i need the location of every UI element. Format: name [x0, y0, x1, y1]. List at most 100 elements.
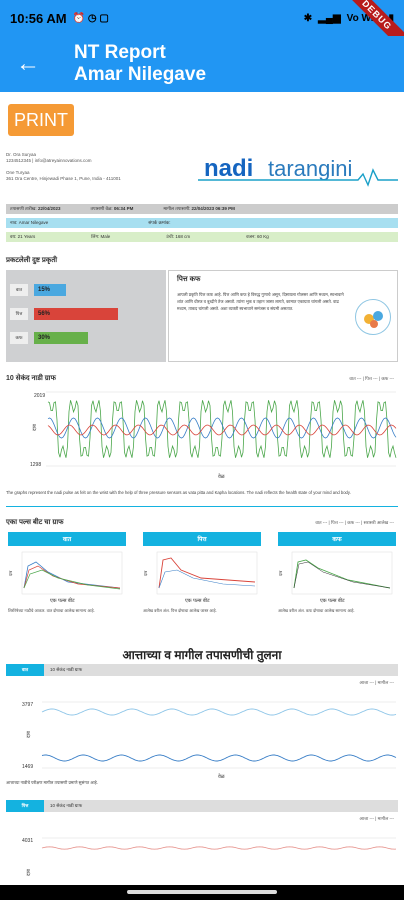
battery-icon: ▮	[388, 12, 394, 24]
print-button[interactable]: PRINT	[8, 104, 74, 136]
nav-bar	[0, 885, 404, 900]
wave10-ymax: 2019	[34, 393, 45, 399]
wave10-ymin: 1298	[30, 462, 41, 468]
doctor-name: Dr. Ora Suryaa	[6, 152, 37, 157]
time-label: तपासणी वेळ:	[90, 206, 113, 211]
compare-vata-current-line	[41, 708, 397, 716]
report-content[interactable]: PRINT Dr. Ora Suryaa 1234512345 | info@a…	[0, 92, 404, 885]
beat-panel-kapha-chart: दाब एक पल्स बीट	[278, 551, 393, 604]
appbar-title: NT Report Amar Nilegave	[56, 42, 206, 86]
beat-panel-vata-chart: दाब एक पल्स बीट	[8, 551, 123, 604]
compare-ylabel-1: दाब	[26, 731, 32, 738]
wave10-title: 10 सेकंद नाडी ग्राफ	[6, 375, 56, 382]
kapha-bar: 30%	[34, 332, 88, 344]
compare-ymax-1: 3797	[22, 702, 33, 708]
status-bar: 10:56 AM ⏰ ◷ ▢ ✱ ▂▄▆ Vo WiFi ▮ DEBUG	[0, 0, 404, 59]
beat-vata-text: शिरोरेषेच्या नाडीचे आकार. वात दोषाचा आले…	[8, 608, 95, 613]
prev-label: मागील तपासणी:	[163, 206, 191, 211]
age-label: वय:	[10, 234, 17, 239]
patient-vitals-row: वय: 21 Years लिंग: Male उंची: 168 cm वजन…	[6, 232, 398, 242]
date-value: 22/04/2023	[37, 206, 61, 211]
weight-label: वजन:	[246, 234, 256, 239]
logo-nadi-text: nadi	[204, 155, 253, 182]
kapha-label: कफ	[10, 332, 28, 344]
beat-panel-vata-head: वात	[8, 532, 126, 546]
home-gesture-pill[interactable]	[127, 890, 277, 894]
wave10-legend: वात --- | पित्त --- | कफ ---	[349, 376, 394, 381]
pitta-label: पित्त	[10, 308, 28, 320]
gender-value: Male	[100, 234, 111, 239]
clinic-address: 361 Ora Centre, Hinjewadi Phase 1, Pune,…	[6, 176, 121, 181]
compare-vata-chart: 3797 1469 दाब वेळ	[22, 701, 397, 780]
beat-kapha-xlabel: एक पल्स बीट	[320, 597, 345, 604]
patient-name-title: Amar Nilegave	[74, 64, 207, 85]
compare-tabbar-vata: वात 10 सेकंद नाडी ग्राफ	[6, 664, 398, 676]
wave10-kapha-line	[47, 400, 397, 458]
volte-label: Vo WiFi	[346, 12, 383, 24]
prakruti-row-pitta: पित्त 56%	[10, 308, 118, 320]
compare-ymax-2: 4031	[22, 838, 33, 844]
prakruti-title: प्रकटलेली दुष्ट प्रकृती	[6, 257, 58, 264]
dosha-emblem-icon	[355, 299, 391, 335]
compare-vata-previous-line	[41, 754, 397, 762]
wave10-chart: 2019 1298 दाब वेळ	[30, 391, 397, 480]
compare-note-1: आत्ताच्या नाडीचे परीक्षण मागील तपासणी प्…	[6, 780, 98, 785]
beat-kapha-text: आलेख वरील अंश. कफ दोषाचा आलेख सामान्य आह…	[278, 608, 355, 613]
compare-pitta-current-line	[41, 846, 397, 850]
beat-panel-kapha-head: कफ	[278, 532, 396, 546]
prev-value: 22/04/2023 06:39 PM	[191, 206, 235, 211]
svg-text:दाब: दाब	[8, 570, 13, 576]
status-right: ✱ ▂▄▆ Vo WiFi ▮	[304, 13, 394, 24]
patient-name-row: नाव: Amar Nilegave संपर्क क्रमांक:	[6, 218, 398, 228]
doctor-info: Dr. Ora Suryaa 1234512345 | info@atreyai…	[6, 152, 196, 182]
compare-sub-vata: 10 सेकंद नाडी ग्राफ	[50, 667, 83, 672]
height-value: 168 cm	[175, 234, 191, 239]
gender-label: लिंग:	[91, 234, 100, 239]
prakruti-section: वात 15% पित्त 56% कफ 30% पित्त कफ आपली प…	[6, 270, 398, 362]
beat-pitta-xlabel: एक पल्स बीट	[185, 597, 210, 604]
wave10-note: The graphs represent the nadi pulse as f…	[6, 490, 351, 495]
prakruti-bars: वात 15% पित्त 56% कफ 30%	[6, 270, 166, 362]
name-value: Amar Nilegave	[18, 220, 49, 225]
compare-pitta-chart: 4031 दाब	[22, 837, 397, 876]
age-value: 21 Years	[17, 234, 36, 239]
notification-icons: ⏰ ◷ ▢	[72, 12, 109, 24]
name-label: नाव:	[10, 220, 18, 225]
back-arrow-icon[interactable]: ←	[16, 50, 40, 77]
prakruti-row-kapha: कफ 30%	[10, 332, 88, 344]
clinic-name: One Turyaa	[6, 170, 30, 175]
logo-tarangini-text: tarangini	[268, 156, 352, 181]
report-title: NT Report	[74, 42, 166, 63]
pitta-bar: 56%	[34, 308, 118, 320]
bluetooth-icon: ✱	[303, 12, 313, 24]
prakruti-row-vata: वात 15%	[10, 284, 66, 296]
beat-panel-pitta-head: पित्त	[143, 532, 261, 546]
beat-vata-xlabel: एक पल्स बीट	[50, 597, 75, 604]
wave10-ylabel: दाब	[32, 424, 38, 431]
phone-label: संपर्क क्रमांक:	[148, 220, 171, 225]
compare-xlabel-1: वेळ	[218, 773, 225, 780]
status-time: 10:56 AM	[10, 10, 67, 26]
compare-tab-vata: वात	[6, 664, 44, 676]
signal-icon: ▂▄▆	[318, 12, 341, 24]
compare-legend-2: आत्ता --- | मागील ---	[359, 816, 394, 821]
compare-tab-pitta: पित्त	[6, 800, 44, 812]
beat-legend: वात --- | पित्त --- | कफ --- | सरासरी आल…	[315, 520, 394, 525]
compare-ylabel-2: दाब	[26, 869, 32, 876]
vata-label: वात	[10, 284, 28, 296]
prakruti-description: पित्त कफ आपली प्रकृति पित्त कफ आहे. पित्…	[168, 270, 398, 362]
time-value: 06:34 PM	[113, 206, 134, 211]
compare-title: आत्ताच्या व मागील तपासणीची तुलना	[122, 648, 282, 662]
divider	[6, 506, 398, 507]
date-label: तपासणी तारीख:	[10, 206, 37, 211]
svg-text:दाब: दाब	[143, 570, 148, 576]
svg-text:दाब: दाब	[278, 570, 283, 576]
beat-panel-pitta-chart: दाब एक पल्स बीट	[143, 551, 258, 604]
nadi-tarangini-logo: nadi tarangini	[198, 152, 398, 188]
app-bar: ← NT Report Amar Nilegave	[0, 36, 404, 92]
doctor-contact: 1234512345 | info@atreyainnovations.com	[6, 158, 92, 163]
visit-info-row: तपासणी तारीख: 22/04/2023 तपासणी वेळ: 06:…	[6, 204, 398, 214]
vata-bar: 15%	[34, 284, 66, 296]
beat-pitta-text: आलेख वरील अंश. पित्त दोषाचा आलेख जास्त आ…	[143, 608, 217, 613]
